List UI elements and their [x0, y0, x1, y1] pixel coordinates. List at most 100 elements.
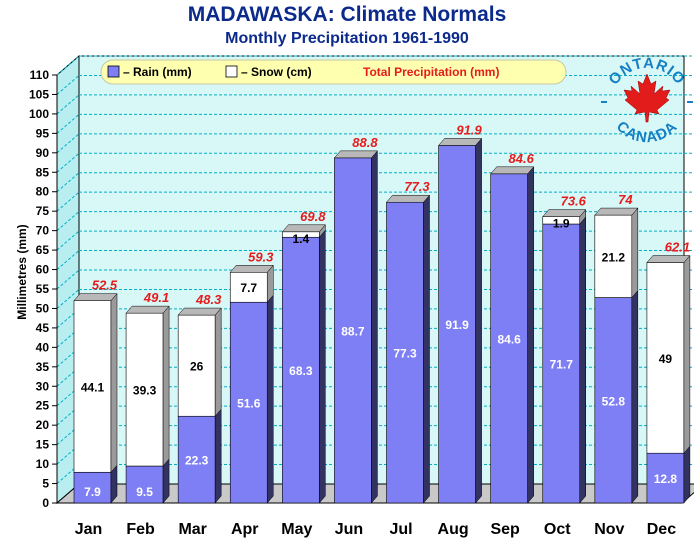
bar-top: [281, 224, 326, 233]
bar-top: [229, 265, 274, 273]
y-tick-label: 90: [36, 146, 50, 160]
x-tick-label: Mar: [178, 521, 206, 538]
snow-value-label: 7.7: [240, 281, 257, 295]
snow-bar: [177, 314, 216, 417]
bar-top: [542, 209, 587, 217]
rain-bar: [438, 145, 476, 504]
rain-bar-side: [423, 194, 430, 504]
chart-title: MADAWASKA: Climate Normals: [187, 3, 507, 26]
snow-bar-side: [110, 292, 118, 473]
y-tick-label: 80: [36, 185, 50, 199]
rain-bar-side: [683, 445, 691, 504]
y-tick-label: 0: [42, 496, 49, 510]
total-value-label: 69.8: [300, 209, 326, 224]
x-tick-label: Nov: [594, 521, 624, 538]
x-tick-label: Jun: [335, 521, 363, 538]
rain-bar: [386, 201, 424, 504]
snow-bar: [646, 262, 685, 454]
y-tick-label: 20: [36, 418, 50, 432]
rain-bar-side: [475, 137, 482, 504]
snow-bar-side: [683, 254, 691, 454]
rain-value-label: 68.3: [289, 364, 313, 378]
rain-value-label: 52.8: [602, 394, 626, 408]
rain-value-label: 84.6: [497, 332, 521, 346]
snow-value-label: 44.1: [81, 380, 105, 394]
total-value-label: 74: [618, 192, 633, 207]
rain-bar-side: [214, 408, 222, 504]
data-labels: 7.9 44.1 52.5 9.5 39.3 49.1 22.3 26 48.3 51.6 7.7 5…: [81, 122, 690, 499]
rain-value-label: 77.3: [393, 347, 417, 361]
y-tick-label: 55: [36, 282, 50, 296]
legend: – Rain (mm) – Snow (cm) Total Precipitatio…: [100, 59, 567, 85]
snow-bar: [73, 300, 112, 473]
bar-top: [438, 138, 483, 146]
y-tick-label: 100: [29, 107, 49, 121]
bar-top: [125, 305, 170, 314]
rain-bar: [646, 452, 685, 504]
snow-bar-side: [631, 207, 639, 299]
bar-top: [385, 194, 431, 203]
y-tick-label: 35: [36, 360, 50, 374]
x-tick-label: Dec: [647, 521, 676, 538]
rain-bar: [594, 297, 633, 504]
rain-bar-side: [631, 289, 639, 504]
y-tick-label: 95: [36, 126, 50, 140]
total-value-label: 48.3: [195, 292, 222, 307]
total-value-label: 73.6: [561, 194, 587, 209]
y-tick-label: 50: [36, 301, 50, 315]
x-tick-label: Sep: [490, 521, 520, 538]
snow-bar: [125, 312, 164, 467]
rain-value-label: 9.5: [136, 485, 153, 499]
y-tick-label: 30: [36, 379, 50, 393]
snow-value-label: 26: [190, 360, 204, 374]
snow-bar: [594, 214, 633, 298]
rain-value-label: 91.9: [445, 318, 469, 332]
chart-subtitle: Monthly Precipitation 1961-1990: [225, 30, 469, 47]
snow-bar-side: [214, 307, 222, 417]
rain-value-label: 22.3: [185, 454, 209, 468]
total-value-label: 77.3: [404, 179, 430, 194]
snow-value-label: 49: [659, 352, 673, 366]
snow-value-label: 1.4: [292, 232, 309, 246]
x-tick-label: Oct: [544, 521, 571, 538]
snow-bar-side: [162, 305, 170, 467]
y-tick-label: 45: [36, 321, 50, 335]
legend-rain-swatch: [107, 65, 120, 78]
rain-bar: [542, 223, 581, 504]
total-value-label: 88.8: [352, 135, 378, 150]
rain-bar-side: [579, 216, 586, 504]
y-tick-label: 65: [36, 243, 50, 257]
rain-bar-side: [527, 166, 534, 504]
y-tick-label: 5: [42, 477, 49, 491]
total-value-label: 52.5: [92, 278, 118, 293]
y-tick-label: 105: [29, 87, 49, 101]
bar-top: [594, 207, 639, 216]
snow-value-label: 21.2: [602, 250, 626, 264]
y-tick-label: 10: [36, 457, 50, 471]
snow-bar: [229, 271, 268, 303]
y-tick-label: 15: [36, 438, 50, 452]
total-value-label: 49.1: [143, 290, 169, 305]
x-tick-label: Apr: [231, 521, 259, 538]
legend-snow-label: – Snow (cm): [241, 65, 312, 79]
y-tick-label: 75: [36, 204, 50, 218]
y-tick-label: 85: [36, 165, 50, 179]
rain-value-label: 88.7: [341, 324, 365, 338]
x-tick-label: Jan: [75, 521, 103, 538]
rain-bar-side: [371, 150, 378, 504]
y-tick-label: 40: [36, 340, 50, 354]
rain-bar: [177, 415, 216, 504]
x-tick-label: May: [281, 521, 312, 538]
bar-top: [490, 166, 535, 175]
rain-bar: [282, 236, 320, 504]
bar-top: [646, 255, 691, 263]
bar-top: [177, 307, 222, 316]
rain-bar-side: [319, 229, 326, 504]
bar-top: [333, 150, 378, 159]
maple-leaf-icon: [623, 73, 671, 123]
total-value-label: 62.1: [665, 240, 690, 255]
rain-bar: [125, 465, 164, 504]
bars: [73, 137, 691, 504]
bar-top: [73, 293, 118, 301]
